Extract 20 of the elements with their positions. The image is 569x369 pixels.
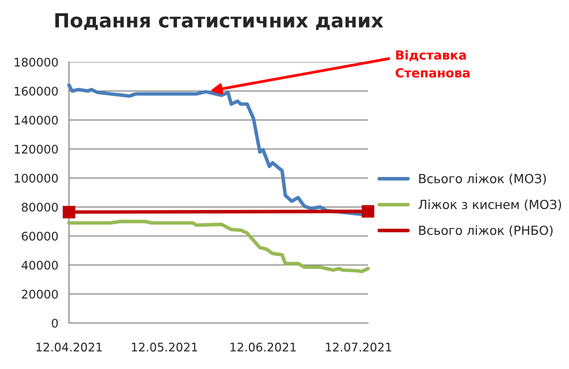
y-tick-label: 0 (52, 318, 58, 328)
x-tick-label: 12.07.2021 (326, 342, 392, 352)
x-tick-label: 12.06.2021 (230, 342, 296, 352)
legend-label: Ліжок з киснем (МОЗ) (418, 200, 562, 211)
legend-label: Всього ліжок (РНБО) (419, 225, 553, 236)
y-tick-label: 100000 (14, 174, 58, 183)
y-tick-label: 20000 (22, 290, 58, 299)
y-tick-label: 40000 (22, 260, 58, 270)
y-tick-label: 120000 (14, 144, 58, 154)
y-tick-label: 60000 (22, 232, 58, 241)
y-tick-label: 160000 (14, 86, 58, 96)
x-tick-label: 12.04.2021 (36, 342, 102, 352)
chart-title: Подання статистичних даних (55, 13, 384, 30)
y-tick-label: 80000 (22, 202, 58, 212)
y-tick-label: 140000 (14, 116, 58, 125)
line-series (67, 220, 370, 274)
legend-label: Всього ліжок (МОЗ) (419, 174, 546, 185)
x-tick-label: 12.05.2021 (132, 342, 198, 352)
y-tick-label: 180000 (14, 58, 58, 67)
annotation: Відставка Степанова (396, 50, 470, 78)
